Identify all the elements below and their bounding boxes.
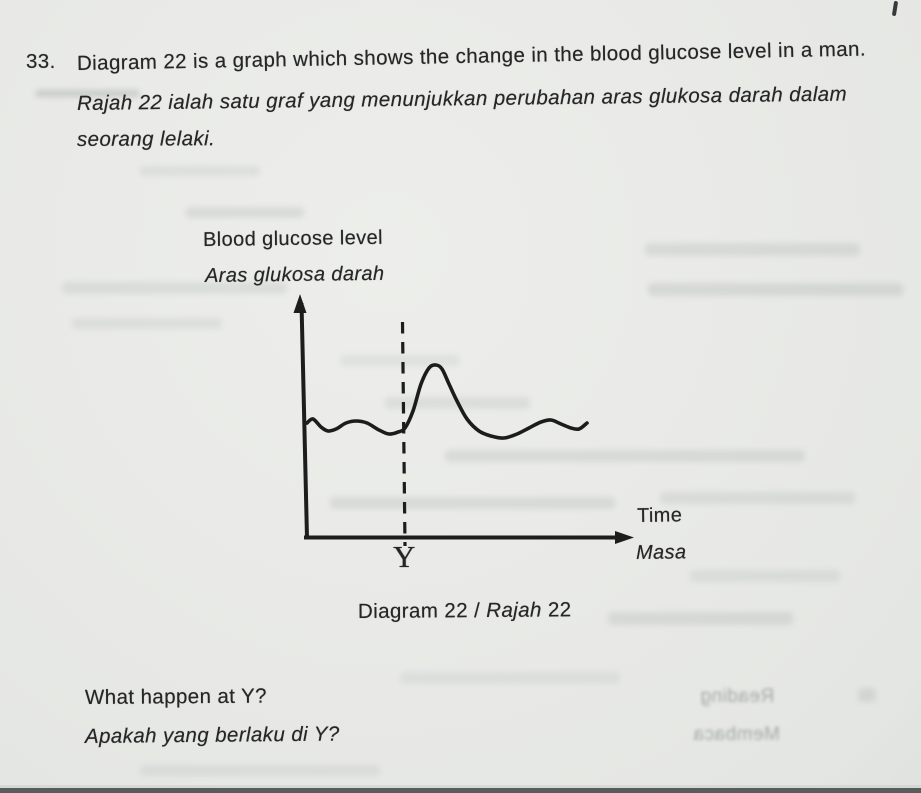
bleedthrough-text: Reading xyxy=(700,686,775,707)
bleedthrough-smudge xyxy=(660,492,855,504)
bleedthrough-smudge xyxy=(608,612,793,625)
bleedthrough-smudge xyxy=(330,497,615,509)
caption-english: Diagram 22 / xyxy=(357,598,487,623)
scan-corner-mark xyxy=(891,0,899,17)
scan-bottom-edge xyxy=(0,788,921,793)
question-text-malay-line2: seorang lelaki. xyxy=(76,127,216,151)
bleedthrough-smudge xyxy=(340,355,460,366)
bleedthrough-smudge xyxy=(385,397,530,409)
prompt-malay: Apakah yang berlaku di Y? xyxy=(84,722,340,748)
question-number: 33. xyxy=(26,50,56,73)
bleedthrough-smudge xyxy=(72,318,222,329)
bleedthrough-smudge xyxy=(62,282,287,294)
bleedthrough-text: Membaca xyxy=(693,724,780,745)
question-text-english: Diagram 22 is a graph which shows the ch… xyxy=(76,37,867,75)
caption-malay-italic: Rajah xyxy=(486,598,542,622)
y-axis-label-malay: Aras glukosa darah xyxy=(204,262,385,287)
bleedthrough-smudge xyxy=(140,765,380,776)
x-axis-label-english: Time xyxy=(636,504,683,527)
bleedthrough-smudge xyxy=(645,243,860,256)
bleedthrough-smudge xyxy=(140,166,260,176)
scan-bottom-edge-light xyxy=(0,785,921,788)
y-axis-line xyxy=(299,302,309,539)
bleedthrough-smudge xyxy=(858,688,876,702)
bleedthrough-smudge xyxy=(186,207,304,218)
x-axis-arrowhead xyxy=(615,531,634,544)
prompt-english: What happen at Y? xyxy=(84,684,268,709)
caption-number: 22 xyxy=(541,598,572,622)
bleedthrough-smudge xyxy=(648,283,903,296)
point-y-label: Y xyxy=(393,539,416,574)
question-text-malay-line1: Rajah 22 ialah satu graf yang menunjukka… xyxy=(76,82,848,115)
bleedthrough-smudge xyxy=(690,570,840,582)
bleedthrough-smudge xyxy=(35,90,140,97)
y-axis-arrowhead xyxy=(293,294,307,313)
bleedthrough-smudge xyxy=(445,450,805,462)
bleedthrough-smudge xyxy=(400,672,620,684)
diagram-caption: Diagram 22 / Rajah 22 xyxy=(358,598,572,624)
x-axis-label-malay: Masa xyxy=(635,541,687,564)
y-axis-label-english: Blood glucose level xyxy=(202,226,384,251)
